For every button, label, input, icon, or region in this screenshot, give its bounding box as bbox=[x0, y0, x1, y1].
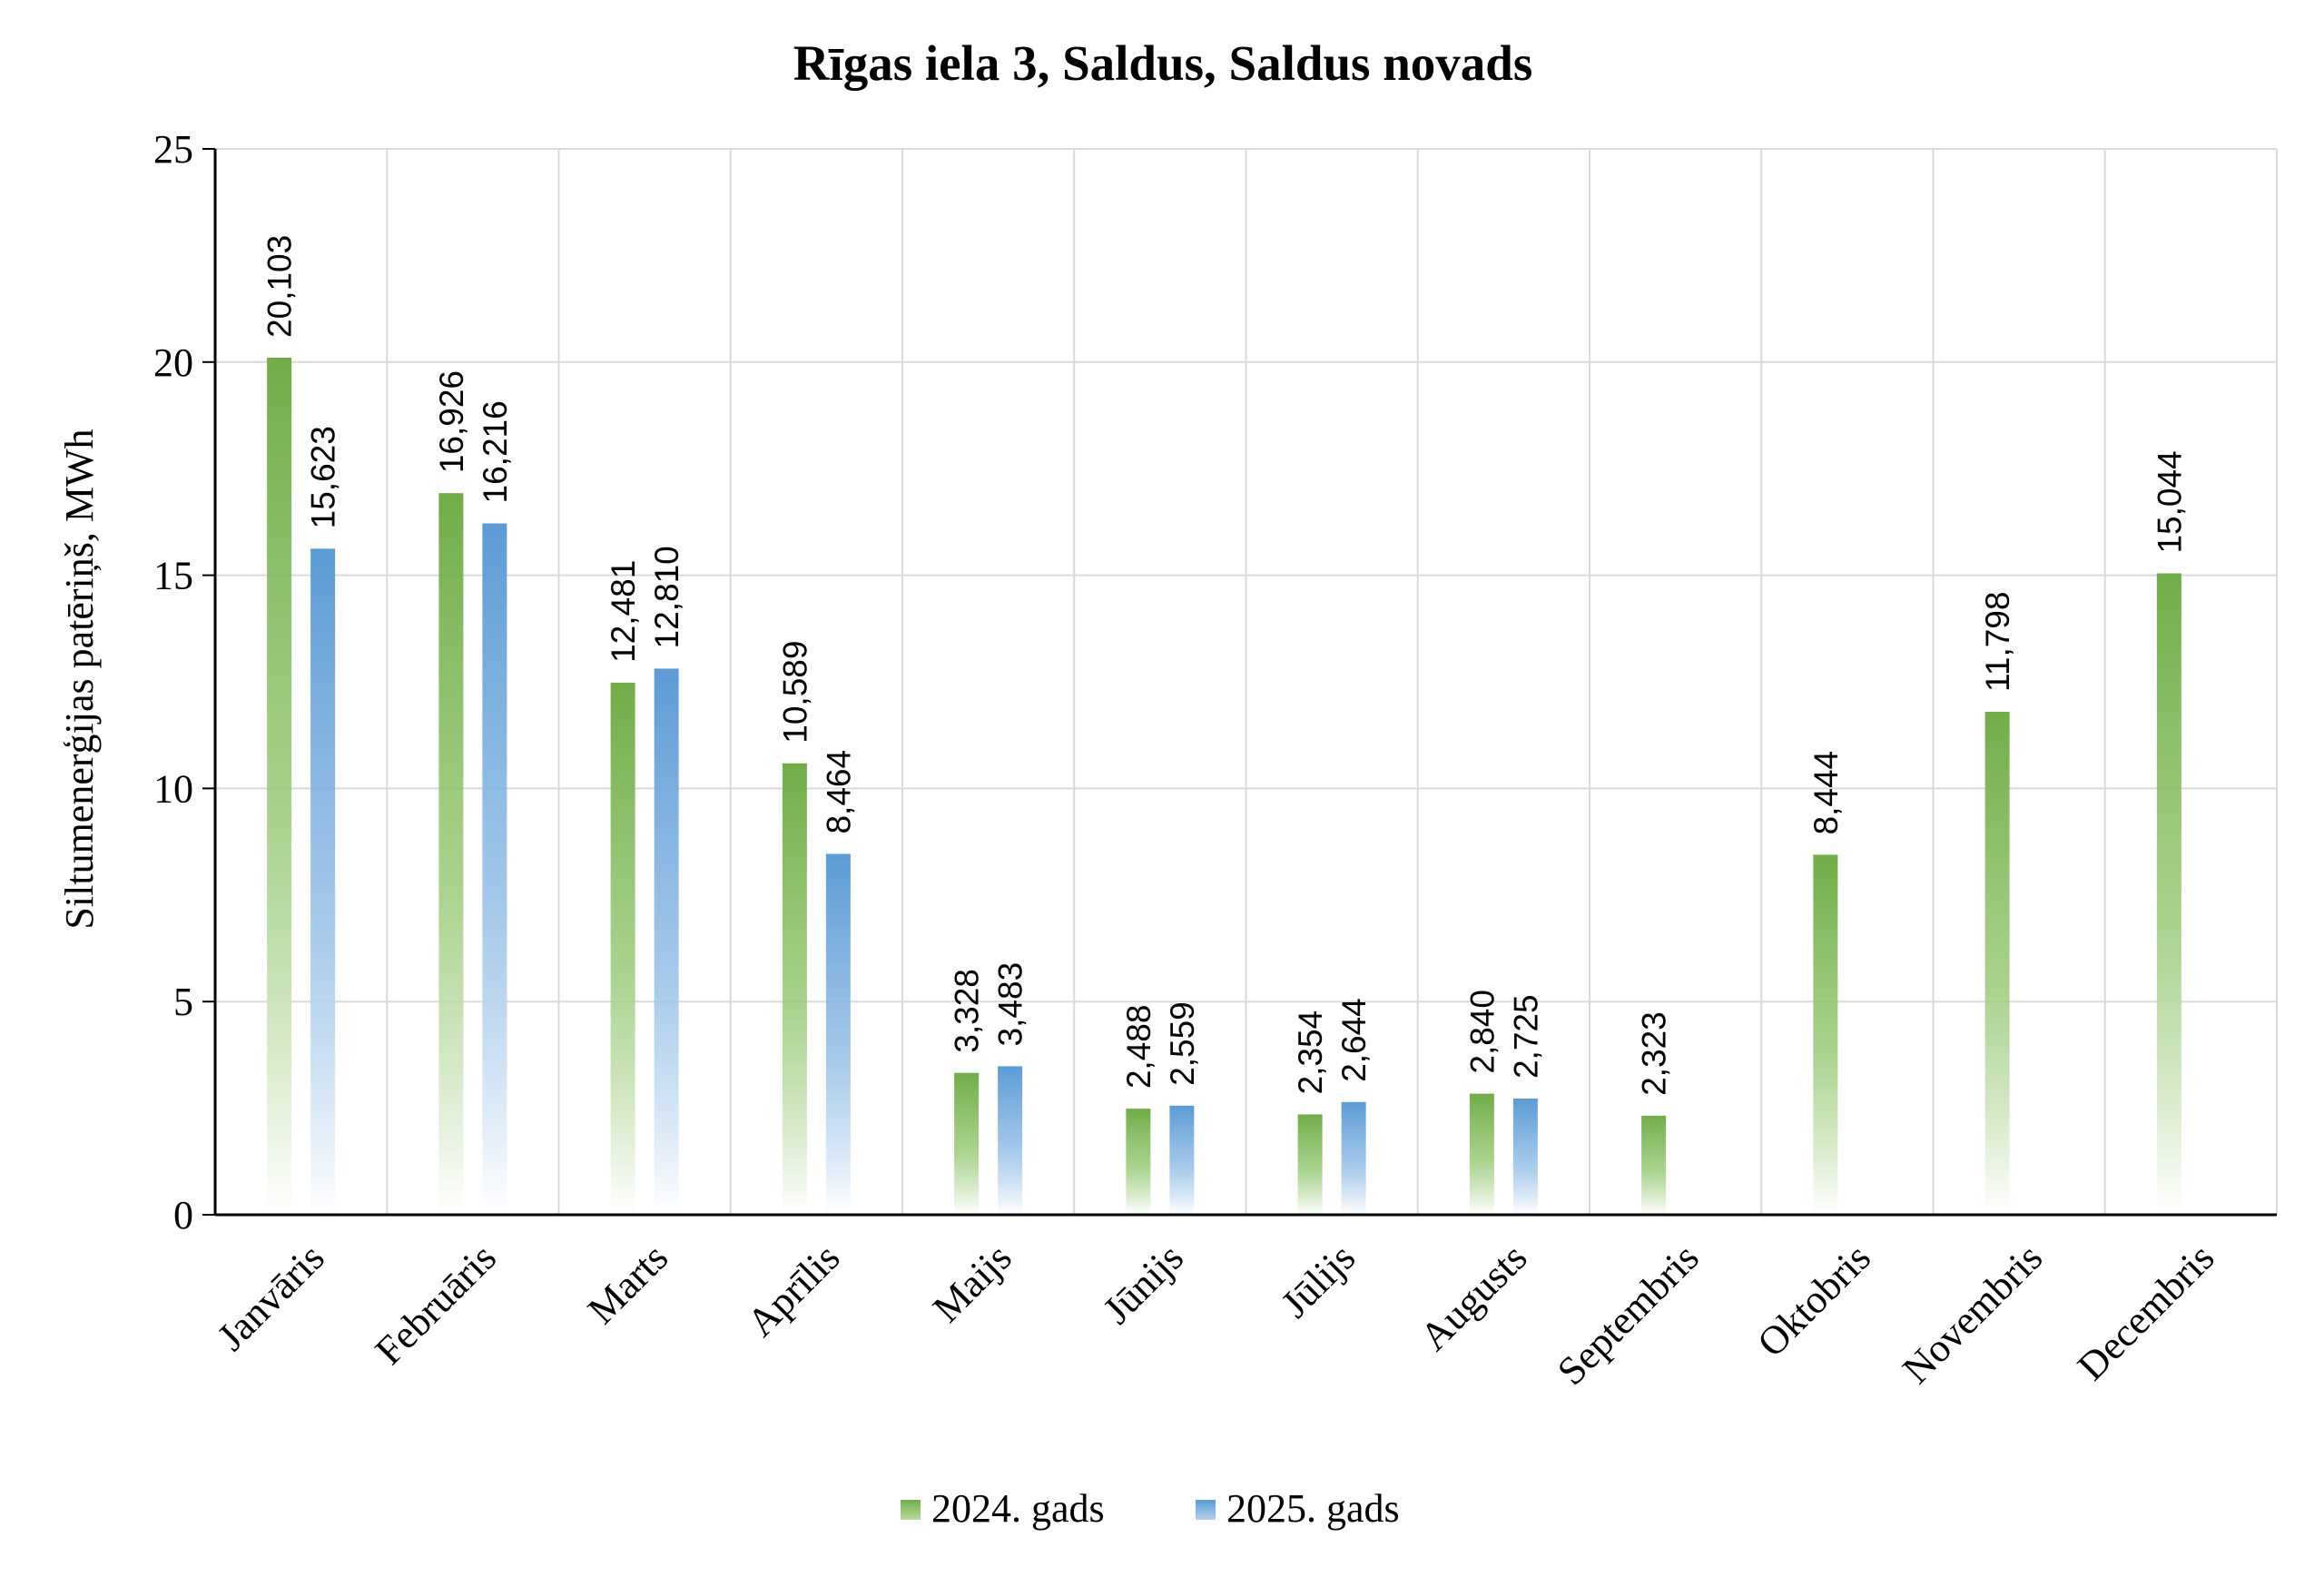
bar-2024 bbox=[267, 357, 292, 1215]
axes: 0 5 10 15 20 25 Janvāris Februāris Marts Aprīlis M… bbox=[153, 127, 2277, 1394]
bar-2025 bbox=[310, 548, 336, 1215]
bar-2025 bbox=[1512, 1099, 1538, 1215]
bar-2024 bbox=[1126, 1109, 1151, 1215]
bar-2025 bbox=[825, 853, 851, 1215]
x-tick-label: Decembris bbox=[2069, 1235, 2222, 1388]
gridlines bbox=[215, 148, 2278, 1215]
data-label-2024: 2,354 bbox=[1292, 1010, 1329, 1095]
bar-2024 bbox=[1469, 1093, 1494, 1215]
bar-2025 bbox=[482, 523, 507, 1215]
data-label-2024: 15,044 bbox=[2151, 450, 2188, 553]
data-label-2025: 3,483 bbox=[992, 962, 1029, 1047]
data-label-2024: 10,589 bbox=[776, 641, 813, 744]
x-tick-label: Jūnijs bbox=[1095, 1235, 1192, 1332]
legend-label-2025: 2025. gads bbox=[1226, 1486, 1400, 1531]
y-tick-label: 10 bbox=[153, 766, 193, 811]
data-label-2024: 12,481 bbox=[605, 560, 642, 663]
x-tick-label: Oktobris bbox=[1748, 1235, 1879, 1365]
bar-2025 bbox=[654, 668, 679, 1215]
bar-2024 bbox=[438, 493, 464, 1215]
data-label-2025: 2,725 bbox=[1507, 994, 1544, 1079]
legend: 2024. gads 2025. gads bbox=[901, 1486, 1400, 1531]
legend-swatch-2024 bbox=[901, 1500, 921, 1520]
data-label-2024: 2,840 bbox=[1463, 990, 1501, 1074]
bar-2025 bbox=[1341, 1101, 1366, 1215]
data-label-2024: 11,798 bbox=[1979, 592, 2016, 692]
data-label-2025: 2,644 bbox=[1335, 998, 1373, 1082]
data-label-2024: 16,926 bbox=[433, 370, 470, 473]
bar-2024 bbox=[954, 1072, 980, 1215]
bar-2025 bbox=[1169, 1105, 1195, 1215]
bar-2024 bbox=[1984, 711, 2010, 1215]
data-label-2024: 20,103 bbox=[261, 235, 299, 338]
legend-swatch-2025 bbox=[1196, 1500, 1216, 1520]
x-tick-label: Janvāris bbox=[209, 1235, 333, 1359]
data-label-2025: 12,810 bbox=[648, 546, 685, 648]
legend-label-2024: 2024. gads bbox=[931, 1486, 1105, 1531]
bar-2024 bbox=[610, 682, 635, 1215]
y-tick-label: 20 bbox=[153, 340, 193, 385]
data-label-2024: 3,328 bbox=[949, 969, 986, 1053]
data-label-2025: 2,559 bbox=[1164, 1001, 1201, 1086]
data-label-2024: 2,488 bbox=[1120, 1005, 1157, 1089]
bar-2025 bbox=[998, 1066, 1023, 1215]
x-tick-label: Maijs bbox=[924, 1235, 1020, 1331]
x-tick-label: Jūlijs bbox=[1273, 1235, 1364, 1326]
y-tick-label: 5 bbox=[173, 980, 193, 1024]
y-axis-label: Siltumenerģijas patēriņš, MWh bbox=[57, 429, 102, 929]
bar-2024 bbox=[1641, 1115, 1667, 1215]
x-tick-label: Aprīlis bbox=[738, 1235, 848, 1345]
chart-title: Rīgas iela 3, Saldus, Saldus novads bbox=[793, 35, 1533, 91]
data-label-2024: 8,444 bbox=[1807, 751, 1845, 835]
bar-2024 bbox=[782, 763, 807, 1215]
data-label-2025: 15,623 bbox=[305, 426, 342, 528]
data-label-2025: 8,464 bbox=[820, 750, 857, 834]
bar-2024 bbox=[1297, 1114, 1323, 1215]
data-label-2024: 2,323 bbox=[1636, 1011, 1673, 1096]
x-tick-label: Novembris bbox=[1894, 1235, 2051, 1392]
x-tick-label: Augusts bbox=[1412, 1235, 1536, 1359]
y-tick-label: 0 bbox=[173, 1193, 193, 1237]
x-tick-label: Marts bbox=[579, 1235, 676, 1332]
x-tick-label: Septembris bbox=[1549, 1235, 1708, 1394]
y-tick-label: 15 bbox=[153, 554, 193, 598]
data-label-2025: 16,216 bbox=[477, 400, 514, 503]
bar-2024 bbox=[2156, 573, 2181, 1215]
bars bbox=[267, 357, 2181, 1215]
bar-2024 bbox=[1813, 854, 1838, 1215]
y-tick-label: 25 bbox=[153, 127, 193, 172]
x-tick-label: Februāris bbox=[367, 1235, 505, 1373]
